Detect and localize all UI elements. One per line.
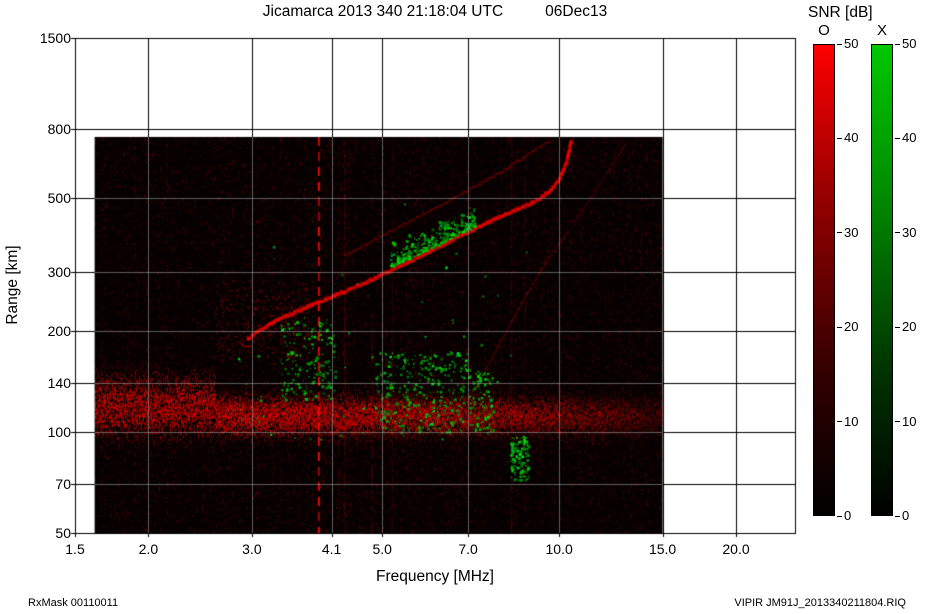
colorbar-tick-label: 10 bbox=[902, 413, 917, 429]
y-tick-label: 200 bbox=[47, 323, 71, 340]
y-tick-label: 1500 bbox=[39, 30, 71, 46]
colorbar-x-label: X bbox=[876, 22, 887, 39]
x-tick-label: 2.0 bbox=[138, 541, 159, 557]
colorbar-o-label: O bbox=[818, 22, 830, 39]
colorbar-tick-mark bbox=[895, 421, 900, 423]
footer-rxmask: RxMask 00110011 bbox=[28, 597, 119, 609]
footer-filename: VIPIR JM91J_2013340211804.RIQ bbox=[734, 597, 906, 609]
colorbar-x-gradient bbox=[871, 44, 893, 516]
colorbar-tick-label: 40 bbox=[902, 130, 917, 146]
y-tick-label: 140 bbox=[47, 375, 71, 392]
plot-date: 06Dec13 bbox=[545, 3, 608, 20]
x-tick-label: 4.1 bbox=[321, 541, 342, 557]
header: Jicamarca 2013 340 21:18:04 UTC 06Dec13 bbox=[75, 3, 795, 21]
colorbar-tick-mark bbox=[837, 421, 842, 423]
colorbar-tick-label: 50 bbox=[844, 36, 859, 51]
y-tick-label: 500 bbox=[47, 189, 71, 206]
y-tick-label: 300 bbox=[47, 264, 71, 281]
x-tick-label: 3.0 bbox=[242, 541, 262, 557]
y-tick-label: 800 bbox=[47, 121, 71, 138]
x-tick-label: 15.0 bbox=[648, 541, 677, 557]
x-tick-label: 20.0 bbox=[722, 541, 750, 557]
colorbar-tick-mark bbox=[895, 43, 900, 45]
colorbar-o-gradient bbox=[813, 44, 835, 516]
colorbar-tick-mark bbox=[895, 232, 900, 234]
y-axis-title: Range [km] bbox=[4, 245, 21, 325]
colorbar-tick-label: 30 bbox=[844, 224, 859, 240]
plot-title: Jicamarca 2013 340 21:18:04 UTC bbox=[262, 3, 504, 20]
x-tick-label: 1.5 bbox=[65, 541, 85, 557]
colorbar-tick-label: 20 bbox=[902, 319, 917, 335]
colorbar-tick-mark bbox=[837, 137, 842, 139]
y-tick-label: 100 bbox=[47, 424, 71, 441]
colorbar-tick-mark bbox=[837, 326, 842, 328]
y-tick-label: 50 bbox=[55, 525, 71, 541]
colorbar-tick-mark bbox=[895, 515, 900, 517]
colorbar-tick-label: 20 bbox=[844, 319, 859, 335]
colorbar-tick-label: 0 bbox=[844, 508, 852, 523]
colorbar-tick-label: 40 bbox=[844, 130, 859, 146]
colorbar-tick-mark bbox=[837, 232, 842, 234]
colorbar-title: SNR [dB] bbox=[808, 4, 873, 21]
colorbar-tick-mark bbox=[837, 43, 842, 45]
y-tick-label: 70 bbox=[55, 476, 71, 493]
colorbar-tick-label: 50 bbox=[902, 36, 917, 51]
x-tick-label: 5.0 bbox=[372, 541, 392, 557]
colorbar-tick-label: 0 bbox=[902, 508, 910, 523]
colorbar-tick-mark bbox=[895, 326, 900, 328]
colorbar-tick-label: 10 bbox=[844, 413, 859, 429]
colorbar-tick-label: 30 bbox=[902, 224, 917, 240]
colorbar-tick-mark bbox=[895, 137, 900, 139]
x-axis-title: Frequency [MHz] bbox=[375, 568, 494, 585]
x-tick-label: 7.0 bbox=[458, 541, 478, 557]
x-tick-label: 10.0 bbox=[545, 541, 573, 557]
colorbar-tick-mark bbox=[837, 515, 842, 517]
